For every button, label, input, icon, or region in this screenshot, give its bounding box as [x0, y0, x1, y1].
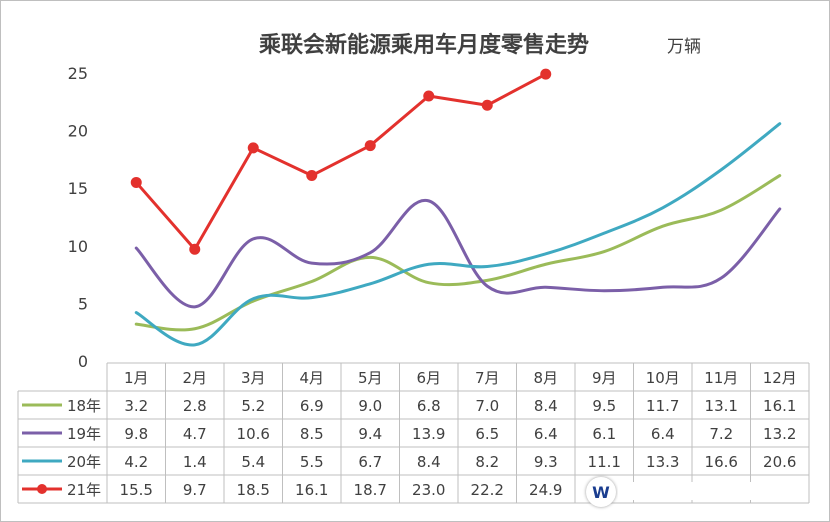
data-label: 8.4	[534, 397, 558, 415]
data-label: 18.5	[237, 481, 270, 499]
data-label: 5.2	[241, 397, 265, 415]
data-point	[306, 170, 318, 182]
data-label: 9.0	[358, 397, 382, 415]
data-label: 6.4	[651, 425, 675, 443]
data-label: 13.3	[646, 453, 679, 471]
x-tick-label: 2月	[182, 369, 207, 387]
x-tick-label: 12月	[763, 369, 797, 387]
legend-label: 20年	[67, 453, 101, 471]
data-label: 2.8	[183, 397, 207, 415]
data-label: 22.2	[471, 481, 504, 499]
watermark-text: W	[592, 482, 610, 502]
data-label: 8.4	[417, 453, 441, 471]
x-tick-label: 3月	[241, 369, 266, 387]
data-point	[247, 142, 259, 154]
series-line	[134, 174, 782, 332]
data-label: 15.5	[120, 481, 153, 499]
y-tick-label: 0	[78, 352, 88, 371]
y-tick-label: 10	[68, 237, 88, 256]
legend-marker	[37, 484, 47, 494]
data-label: 16.1	[295, 481, 328, 499]
data-point	[130, 176, 142, 188]
data-label: 7.0	[475, 397, 499, 415]
x-tick-label: 1月	[124, 369, 149, 387]
data-label: 6.7	[358, 453, 382, 471]
x-tick-label: 11月	[704, 369, 738, 387]
data-label: 13.1	[705, 397, 738, 415]
y-tick-label: 15	[68, 179, 88, 198]
data-point	[189, 243, 201, 255]
data-label: 5.5	[300, 453, 324, 471]
data-label: 11.1	[588, 453, 621, 471]
x-tick-label: 5月	[358, 369, 383, 387]
x-tick-label: 8月	[533, 369, 558, 387]
data-label: 1.4	[183, 453, 207, 471]
data-label: 16.1	[763, 397, 796, 415]
data-point	[481, 99, 493, 111]
data-label: 18.7	[354, 481, 387, 499]
data-label: 24.9	[529, 481, 562, 499]
data-point	[540, 68, 552, 80]
data-point	[423, 90, 435, 102]
data-label: 6.8	[417, 397, 441, 415]
data-label: 13.2	[763, 425, 796, 443]
data-label: 8.2	[475, 453, 499, 471]
x-tick-label: 9月	[592, 369, 617, 387]
data-label: 3.2	[124, 397, 148, 415]
data-label: 11.7	[646, 397, 679, 415]
data-label: 10.6	[237, 425, 270, 443]
chart-unit: 万辆	[667, 37, 701, 57]
legend-label: 21年	[67, 481, 101, 499]
data-label: 9.3	[534, 453, 558, 471]
data-label: 9.5	[592, 397, 616, 415]
series-line	[134, 122, 782, 347]
data-label: 6.1	[592, 425, 616, 443]
obscured-area	[618, 482, 798, 500]
data-label: 16.6	[705, 453, 738, 471]
x-tick-label: 10月	[646, 369, 680, 387]
y-tick-label: 25	[68, 64, 88, 83]
chart-title: 乘联会新能源乘用车月度零售走势	[258, 32, 589, 58]
data-label: 6.9	[300, 397, 324, 415]
y-tick-label: 20	[68, 122, 88, 141]
data-label: 4.7	[183, 425, 207, 443]
data-point	[364, 140, 376, 152]
data-label: 7.2	[709, 425, 733, 443]
data-label: 13.9	[412, 425, 445, 443]
legend-label: 18年	[67, 397, 101, 415]
data-label: 5.4	[241, 453, 265, 471]
x-tick-label: 4月	[299, 369, 324, 387]
series-line	[134, 72, 548, 251]
data-label: 23.0	[412, 481, 445, 499]
data-label: 9.4	[358, 425, 382, 443]
watermark-logo: W	[586, 477, 616, 507]
data-label: 6.4	[534, 425, 558, 443]
data-label: 20.6	[763, 453, 796, 471]
data-label: 4.2	[124, 453, 148, 471]
data-label: 9.7	[183, 481, 207, 499]
data-label: 8.5	[300, 425, 324, 443]
legend-label: 19年	[67, 425, 101, 443]
data-label: 9.8	[124, 425, 148, 443]
x-tick-label: 7月	[475, 369, 500, 387]
y-tick-label: 5	[78, 294, 88, 313]
data-label: 6.5	[475, 425, 499, 443]
x-tick-label: 6月	[416, 369, 441, 387]
series-line	[134, 199, 782, 309]
